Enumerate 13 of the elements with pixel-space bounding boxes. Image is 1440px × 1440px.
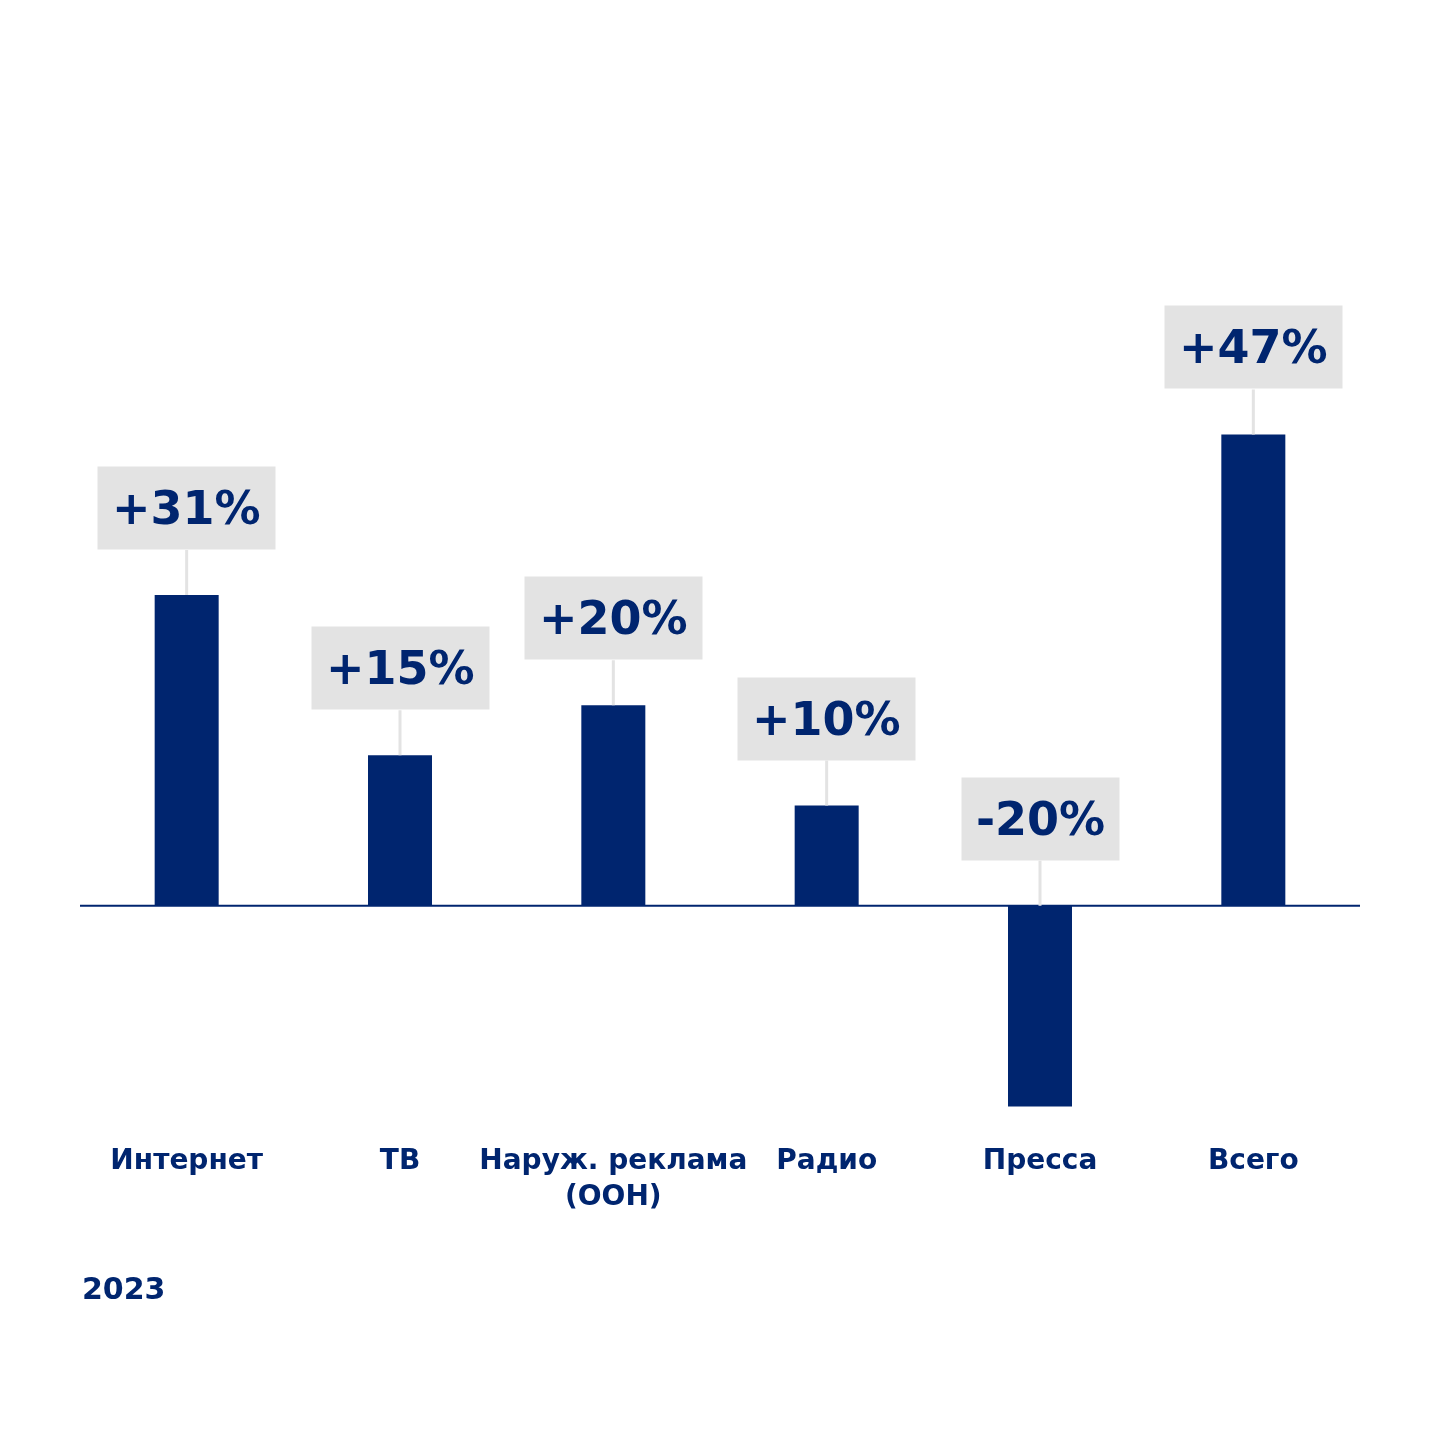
- x-tick-label: ТВ: [379, 1143, 421, 1176]
- data-label: +10%: [752, 692, 901, 746]
- data-label: +20%: [539, 591, 688, 645]
- x-tick-label: Радио: [776, 1143, 878, 1176]
- x-tick-label: Интернет: [110, 1143, 264, 1176]
- data-label: +15%: [326, 641, 475, 695]
- x-tick-label: Всего: [1207, 1143, 1299, 1176]
- data-label: +31%: [112, 481, 261, 535]
- data-label: -20%: [976, 792, 1106, 846]
- data-label: +47%: [1179, 320, 1328, 374]
- x-tick-label: Наруж. реклама (OOH): [479, 1143, 748, 1213]
- text: 2023: [82, 1271, 166, 1306]
- x-tick-label: Пресса: [982, 1143, 1098, 1176]
